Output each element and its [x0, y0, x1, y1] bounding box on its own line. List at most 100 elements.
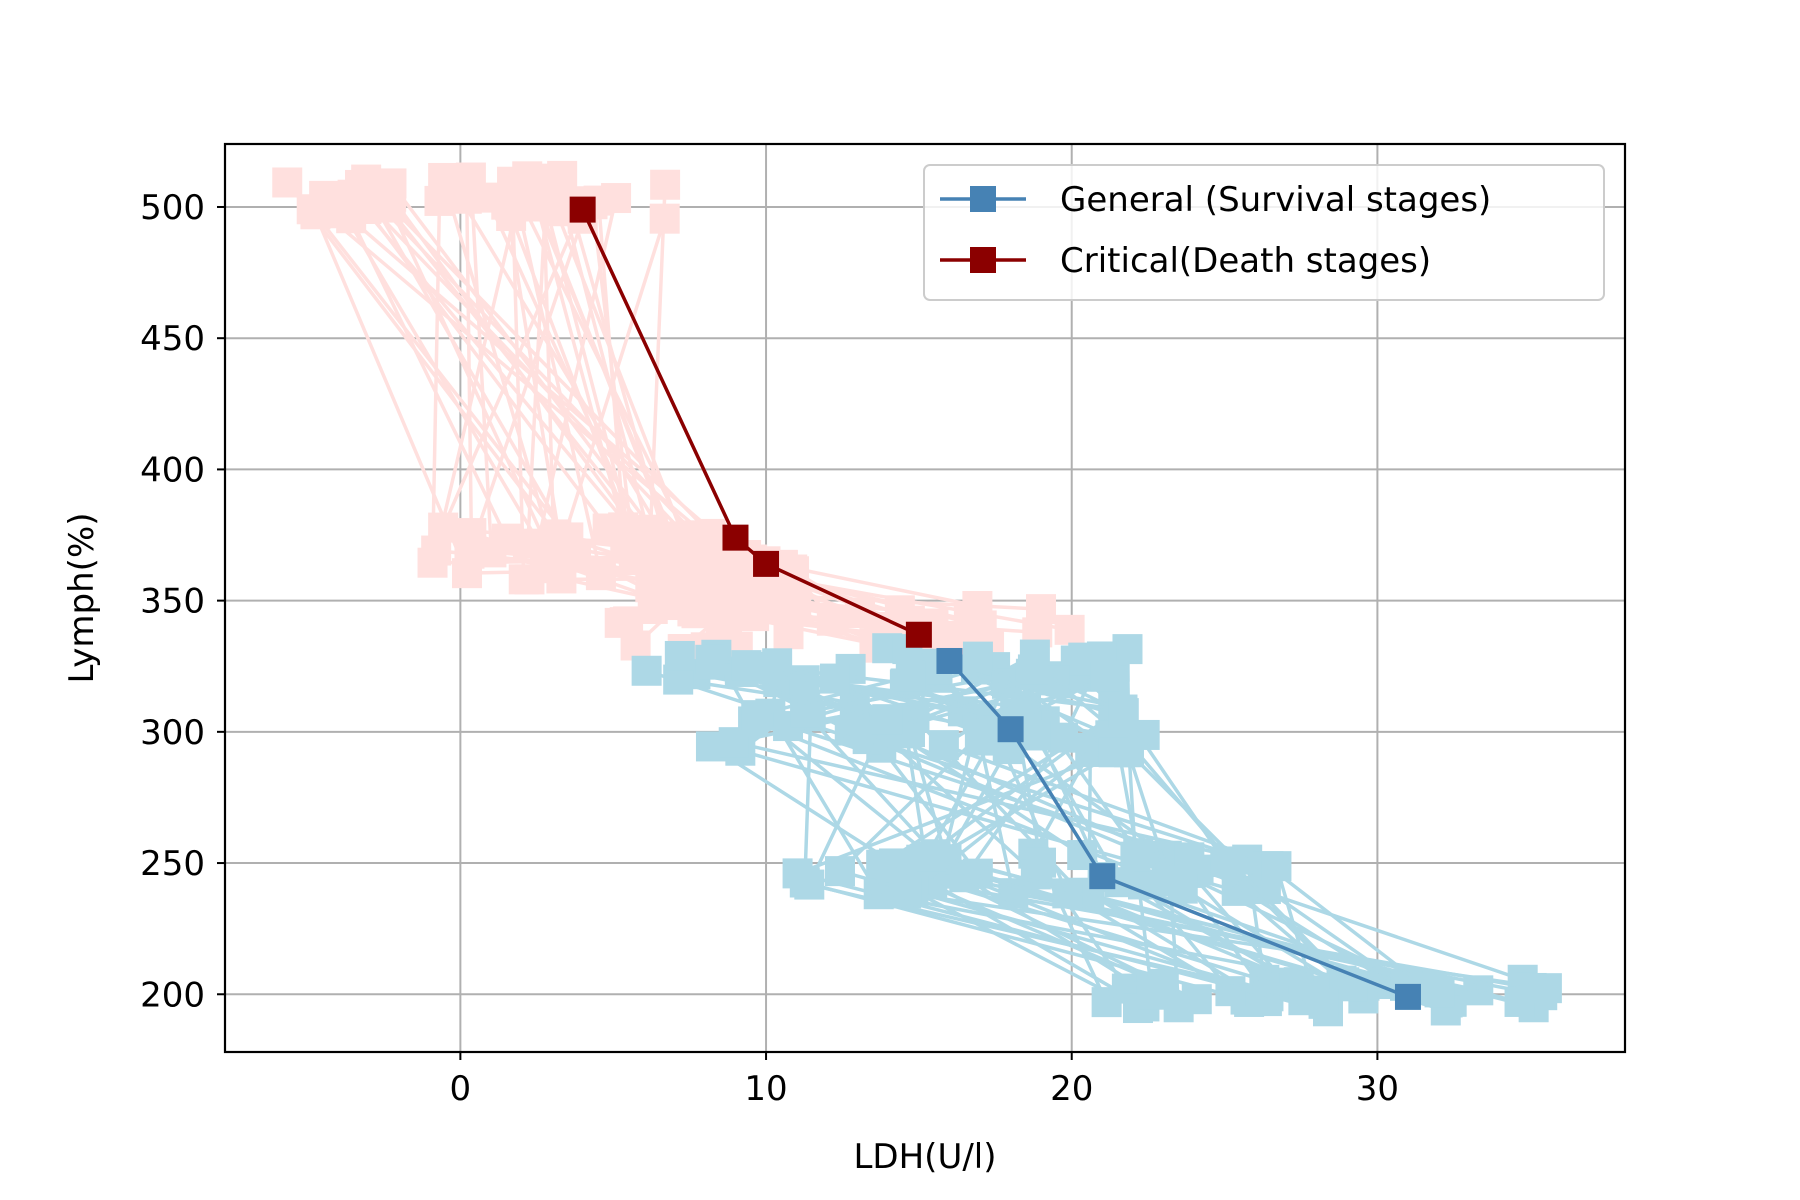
- background-marker: [272, 167, 303, 198]
- background-trajectory: [1032, 667, 1346, 984]
- background-marker: [928, 730, 959, 761]
- data-point-general: [1089, 863, 1116, 890]
- background-marker: [613, 606, 644, 637]
- background-trajectory: [441, 177, 920, 655]
- background-trajectory: [746, 663, 1154, 991]
- background-marker: [695, 644, 726, 675]
- y-tick-label: 250: [140, 844, 205, 884]
- background-trajectory: [1029, 673, 1441, 995]
- background-marker: [1210, 847, 1241, 878]
- x-tick-label: 30: [1356, 1069, 1399, 1109]
- background-trajectory: [285, 181, 747, 651]
- background-marker: [512, 161, 543, 192]
- background-marker: [1047, 722, 1078, 753]
- background-marker: [966, 610, 997, 641]
- background-marker: [1531, 973, 1562, 1004]
- background-trajectory: [906, 647, 1139, 1010]
- background-trajectory: [525, 175, 946, 653]
- background-marker: [1098, 737, 1129, 768]
- background-marker: [731, 650, 762, 681]
- background-marker: [472, 182, 503, 213]
- background-marker: [1308, 988, 1339, 1019]
- data-point-critical: [753, 550, 780, 577]
- x-tick-label: 0: [450, 1069, 472, 1109]
- series-line-critical: [581, 208, 920, 637]
- background-marker: [1261, 851, 1292, 882]
- background-marker: [454, 538, 485, 569]
- background-marker: [351, 164, 382, 195]
- y-tick-label: 400: [140, 450, 205, 490]
- background-marker: [1163, 992, 1194, 1023]
- background-marker: [794, 869, 825, 900]
- background-trajectory: [1053, 679, 1354, 988]
- legend-label-critical: Critical(Death stages): [1060, 241, 1431, 281]
- series-critical: [569, 196, 932, 648]
- background-marker: [309, 198, 340, 229]
- background-marker: [424, 185, 455, 216]
- y-tick-label: 500: [140, 188, 205, 228]
- background-marker: [1424, 977, 1455, 1008]
- data-point-critical: [569, 196, 596, 223]
- background-marker: [1017, 654, 1048, 685]
- background-trajectory: [806, 677, 1324, 1006]
- legend-entry-critical: Critical(Death stages): [940, 241, 1431, 281]
- background-marker: [631, 655, 662, 686]
- background-trajectory: [323, 211, 1038, 635]
- background-marker: [962, 641, 993, 672]
- background-marker: [728, 581, 759, 612]
- legend-entry-general: General (Survival stages): [940, 180, 1491, 220]
- legend-box: [923, 164, 1605, 301]
- background-marker: [491, 523, 522, 554]
- background-marker: [541, 519, 572, 550]
- legend: General (Survival stages) Critical(Death…: [923, 164, 1605, 301]
- series-general: [936, 647, 1421, 1010]
- legend-label-general: General (Survival stages): [1060, 180, 1491, 220]
- data-point-general: [997, 716, 1024, 743]
- series-lines: [569, 196, 1421, 1010]
- data-point-general: [1394, 983, 1421, 1010]
- background-marker: [1137, 979, 1168, 1010]
- y-tick-label: 450: [140, 319, 205, 359]
- y-tick-label: 300: [140, 713, 205, 753]
- y-tick-label: 350: [140, 582, 205, 622]
- x-tick-label: 10: [744, 1069, 787, 1109]
- background-marker: [1054, 614, 1085, 645]
- legend-marker-critical: [970, 247, 996, 273]
- background-marker: [872, 704, 903, 735]
- y-tick-label: 200: [140, 975, 205, 1015]
- background-marker: [1020, 720, 1051, 751]
- background-marker: [895, 661, 926, 692]
- plot-frame: [223, 142, 1627, 1054]
- background-trajectory: [776, 661, 1304, 1002]
- background-marker: [1090, 661, 1121, 692]
- background-marker: [428, 512, 459, 543]
- x-axis-title: LDH(U/l): [853, 1137, 996, 1177]
- background-marker: [417, 547, 448, 578]
- data-point-general: [936, 647, 963, 674]
- background-marker: [650, 169, 681, 200]
- background-marker: [1112, 634, 1143, 665]
- background-marker: [1108, 698, 1139, 729]
- background-trajectory: [752, 674, 1154, 997]
- background-trajectory: [903, 675, 1548, 990]
- background-trajectory: [743, 670, 1300, 984]
- background-marker: [819, 663, 850, 694]
- background-marker: [1120, 841, 1151, 872]
- background-marker: [686, 584, 717, 615]
- background-trajectory: [961, 655, 1268, 1000]
- background-bundle-general: [631, 633, 1562, 1027]
- y-axis-ticks: 200 250 300 350 400 450 500: [140, 188, 225, 1015]
- background-marker: [664, 640, 695, 671]
- data-point-critical: [905, 621, 932, 648]
- x-tick-label: 20: [1050, 1069, 1093, 1109]
- legend-marker-general: [970, 186, 996, 212]
- background-marker: [514, 564, 545, 595]
- background-marker: [916, 841, 947, 872]
- background-marker: [1026, 847, 1057, 878]
- background-marker: [866, 849, 897, 880]
- background-trajectory: [904, 668, 1532, 990]
- background-marker: [655, 523, 686, 554]
- data-point-critical: [722, 524, 749, 551]
- y-axis-title: Lymph(%): [62, 512, 102, 683]
